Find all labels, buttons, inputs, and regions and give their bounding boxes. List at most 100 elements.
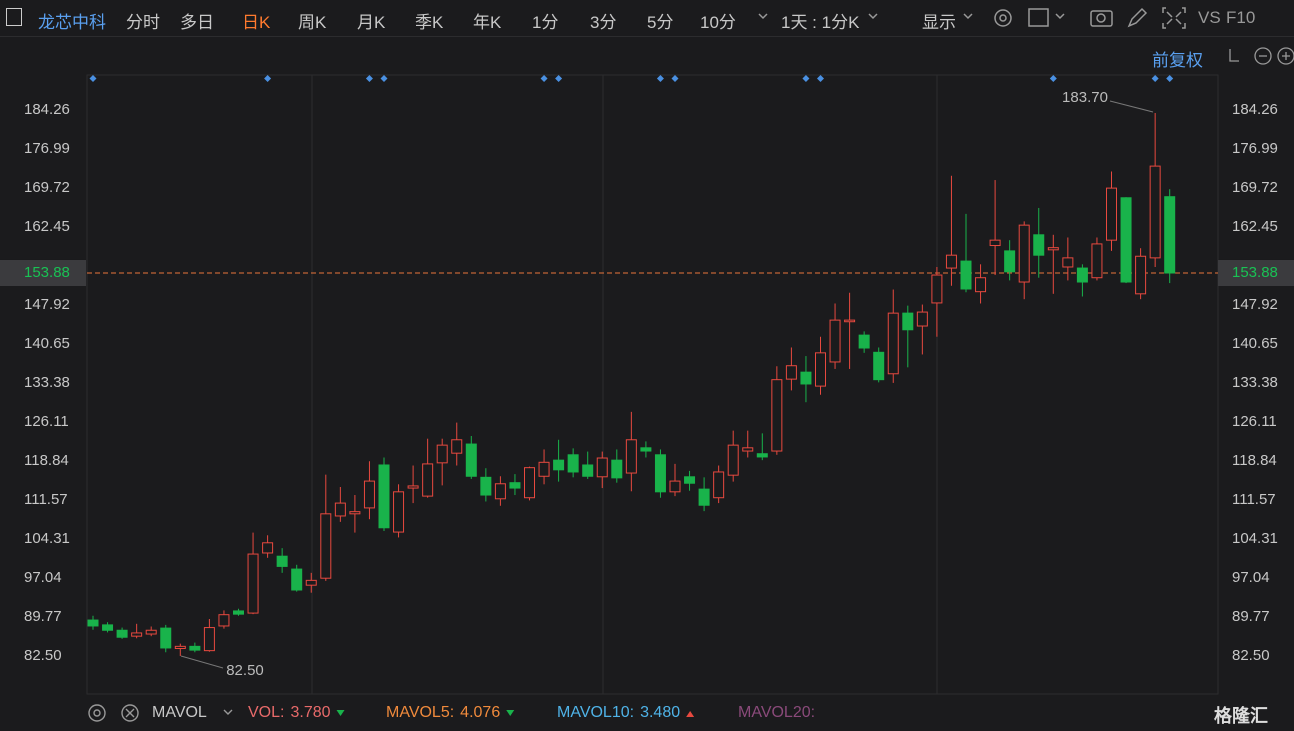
stock-name[interactable]: 龙芯中科 xyxy=(38,13,106,32)
tab[interactable]: 分时 xyxy=(126,13,160,32)
candle-body xyxy=(611,459,623,479)
candle-body xyxy=(742,447,754,452)
candle-body xyxy=(203,627,215,652)
candle-body xyxy=(771,379,783,452)
event-marker xyxy=(365,75,373,82)
event-marker xyxy=(671,75,679,82)
y-tick-label: 104.31 xyxy=(24,530,70,547)
candle-body xyxy=(989,239,1001,247)
y-tick-label: 176.99 xyxy=(1232,140,1278,157)
candle-body xyxy=(1076,267,1088,283)
candle-body xyxy=(393,491,405,533)
candle-body xyxy=(975,277,987,293)
candle-body xyxy=(785,365,797,380)
indicator[interactable]: MAVOL xyxy=(152,704,207,721)
candle-body xyxy=(582,464,594,477)
event-marker xyxy=(380,75,388,82)
candle-body xyxy=(1149,165,1161,259)
candle-body xyxy=(1135,255,1147,295)
candle-body xyxy=(713,471,725,499)
indicator-name: VOL: xyxy=(248,704,285,721)
y-tick-label: 147.92 xyxy=(1232,296,1278,313)
footer-icons xyxy=(88,704,139,722)
event-marker xyxy=(817,75,824,82)
tab[interactable]: 10分 xyxy=(700,13,736,32)
candle-body xyxy=(320,513,332,579)
candle-body xyxy=(844,319,856,323)
y-tick-label: 126.11 xyxy=(24,413,69,430)
candle-body xyxy=(829,319,841,363)
candle-body xyxy=(422,463,434,497)
candle-body xyxy=(1047,247,1059,251)
trend-icon xyxy=(336,710,345,716)
tab[interactable]: 周K xyxy=(298,13,327,32)
candle-body xyxy=(1091,243,1103,279)
candle-body xyxy=(815,352,826,387)
y-tick-label: 184.26 xyxy=(1232,101,1278,118)
y-tick-label: 133.38 xyxy=(24,374,70,391)
candle-body xyxy=(305,579,317,586)
candle-body xyxy=(145,629,157,635)
candle-body xyxy=(931,274,943,304)
trend-icon xyxy=(686,711,695,717)
candle-body xyxy=(756,453,768,458)
event-marker xyxy=(1151,75,1159,82)
indicator-name: MAVOL20: xyxy=(738,704,816,721)
y-tick-label: 162.45 xyxy=(24,218,70,235)
candle-body xyxy=(654,454,666,493)
candle-body xyxy=(334,502,346,517)
candle-body xyxy=(1164,196,1176,274)
tab[interactable]: 5分 xyxy=(647,13,674,32)
candle-body xyxy=(509,482,521,489)
candle-body xyxy=(553,459,565,471)
candle-body xyxy=(669,480,681,493)
chevron[interactable] xyxy=(220,694,240,731)
low-annotation: 82.50 xyxy=(226,662,264,679)
y-tick-label: 140.65 xyxy=(1232,335,1278,352)
tab[interactable]: 季K xyxy=(415,13,444,32)
adjust[interactable]: 前复权 xyxy=(1152,51,1203,70)
candle-body xyxy=(436,444,448,464)
tab[interactable]: 月K xyxy=(357,13,386,32)
tab[interactable]: 1分 xyxy=(532,13,559,32)
y-tick-label: 118.84 xyxy=(1232,452,1277,469)
candle-body xyxy=(233,610,244,615)
indicator-value: 4.076 xyxy=(460,704,501,721)
event-marker xyxy=(1166,75,1174,82)
candle-body xyxy=(451,439,463,454)
candle-body xyxy=(160,627,172,649)
tab[interactable]: 3分 xyxy=(590,13,617,32)
logo: 格隆汇 xyxy=(1214,706,1268,726)
event-marker xyxy=(264,75,272,82)
candle-body xyxy=(174,645,186,649)
event-marker xyxy=(555,75,563,82)
tab[interactable]: 年K xyxy=(473,13,502,32)
event-marker xyxy=(540,75,548,82)
candle-body xyxy=(945,254,957,269)
y-tick-label: 97.04 xyxy=(1232,569,1270,586)
candle-body xyxy=(538,461,550,477)
candle-body xyxy=(1062,257,1074,268)
y-tick-label: 147.92 xyxy=(24,296,70,313)
annotation-line xyxy=(180,655,224,669)
candle-body xyxy=(567,454,579,473)
candle-body xyxy=(625,439,637,474)
vs[interactable]: VS xyxy=(1198,8,1221,27)
event-marker xyxy=(656,75,664,82)
candle-body xyxy=(1018,224,1030,283)
f10[interactable]: F10 xyxy=(1226,8,1256,27)
y-tick-label: 111.57 xyxy=(24,491,68,508)
y-tick-label: 82.50 xyxy=(24,647,62,664)
last-price-box xyxy=(0,259,86,286)
tab[interactable]: 日K xyxy=(242,13,271,32)
candle-body xyxy=(800,371,812,385)
indicator-name: MAVOL5: xyxy=(386,704,455,721)
menu-icon[interactable] xyxy=(6,8,22,26)
candle-body xyxy=(698,488,710,506)
y-tick-label: 126.11 xyxy=(1232,413,1277,430)
tab[interactable]: 多日 xyxy=(180,13,214,32)
annotation-line xyxy=(1109,100,1154,113)
candle-body xyxy=(727,444,739,476)
y-tick-label: 162.45 xyxy=(1232,218,1278,235)
